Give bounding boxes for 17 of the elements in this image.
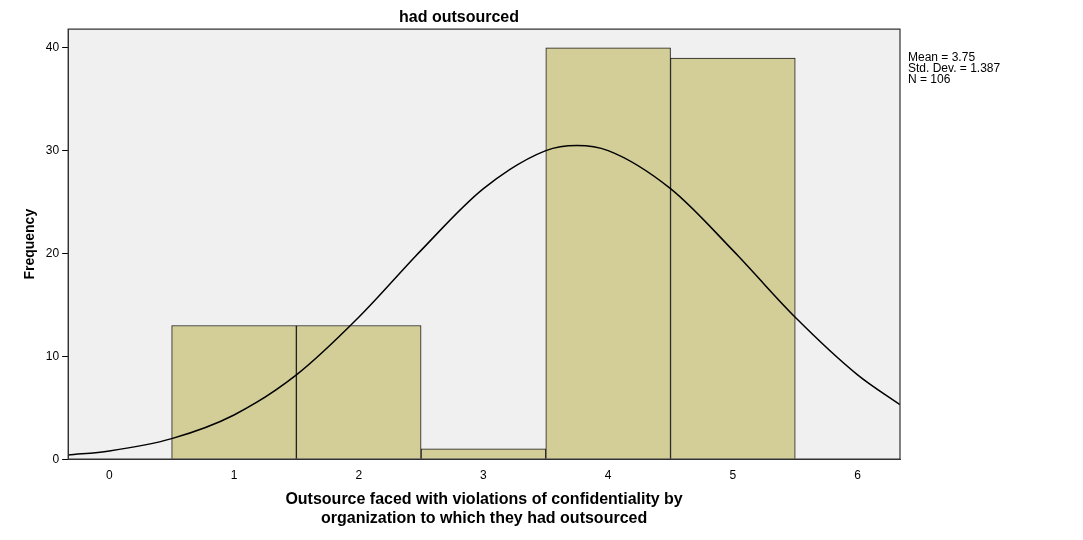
y-tick-label: 20 [45, 245, 60, 260]
x-tick-label: 6 [854, 467, 862, 482]
x-tick-label: 3 [480, 467, 488, 482]
y-tick-label: 0 [52, 451, 60, 466]
x-axis-title: Outsource faced with violations of confidentiality by organization to which they had outsourced [285, 489, 683, 526]
x-tick-label: 4 [604, 467, 612, 482]
chart-title: had outsourced [398, 8, 520, 26]
y-tick-label: 30 [45, 142, 60, 157]
x-tick-label: 2 [355, 467, 363, 482]
text: Mean = 3.75 Std. Dev. = 1.387 N = 106 [908, 49, 1001, 86]
x-tick-label: 0 [105, 467, 113, 482]
x-tick-label: 5 [729, 467, 737, 482]
x-tick-label: 1 [230, 467, 238, 482]
y-axis-title: Frequency [21, 208, 38, 280]
y-tick-label: 40 [45, 40, 60, 55]
line-series [68, 144, 900, 456]
y-tick-label: 10 [45, 348, 60, 363]
